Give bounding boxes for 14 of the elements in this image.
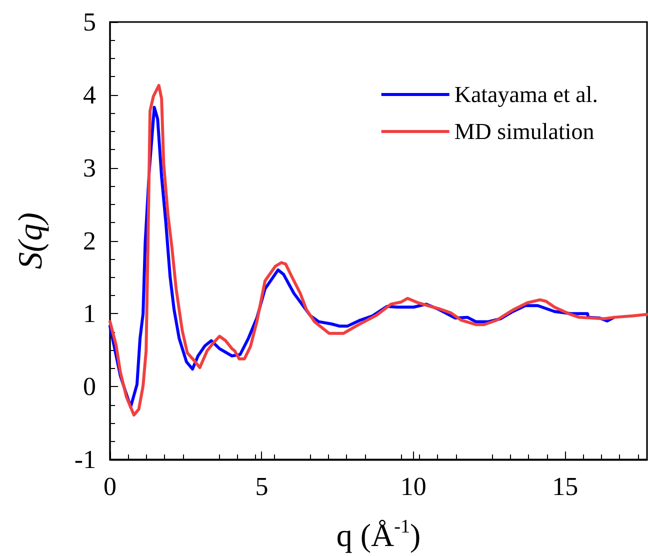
x-tick-label: 5 — [255, 472, 268, 501]
x-tick-label: 10 — [400, 472, 426, 501]
y-axis-title: S(q) — [12, 212, 50, 270]
x-tick-label: 15 — [552, 472, 578, 501]
y-tick-label: 1 — [83, 299, 96, 328]
y-tick-label: 4 — [83, 80, 96, 110]
y-tick-label: 3 — [83, 153, 96, 182]
legend-label: MD simulation — [454, 119, 595, 144]
y-tick-label: -1 — [74, 445, 96, 474]
y-tick-label: 0 — [83, 372, 96, 402]
y-tick-label: 2 — [83, 226, 96, 256]
y-tick-label: 5 — [83, 8, 96, 36]
legend-label: Katayama et al. — [454, 82, 598, 107]
x-tick-label: 0 — [104, 472, 116, 501]
